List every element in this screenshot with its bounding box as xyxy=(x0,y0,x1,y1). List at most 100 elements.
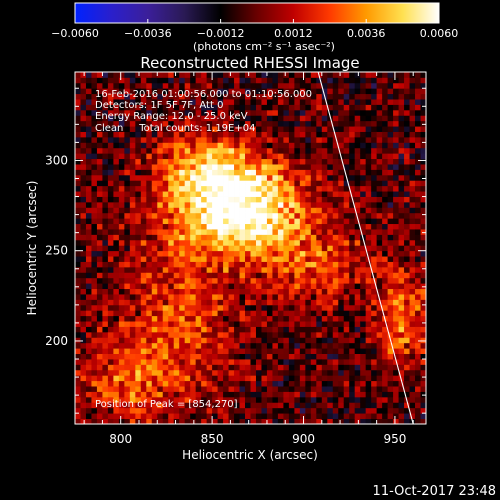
heatmap-cell xyxy=(338,99,345,105)
heatmap-cell xyxy=(415,256,421,262)
heatmap-cell xyxy=(201,120,208,127)
heatmap-cell xyxy=(261,418,268,424)
heatmap-cell xyxy=(124,131,131,138)
heatmap-cell xyxy=(272,174,279,181)
heatmap-cell xyxy=(228,326,235,333)
heatmap-cell xyxy=(338,413,345,419)
heatmap-cell xyxy=(234,288,240,295)
heatmap-cell xyxy=(157,164,164,170)
heatmap-cell xyxy=(277,391,284,398)
heatmap-cell xyxy=(310,245,317,252)
heatmap-cell xyxy=(140,174,147,181)
heatmap-cell xyxy=(382,288,389,295)
heatmap-cell xyxy=(294,326,301,333)
heatmap-cell xyxy=(266,82,273,89)
heatmap-cell xyxy=(360,245,367,252)
heatmap-cell xyxy=(75,375,81,382)
heatmap-cell xyxy=(398,294,405,300)
heatmap-cell xyxy=(316,245,323,252)
heatmap-cell xyxy=(80,299,87,306)
heatmap-cell xyxy=(255,164,262,170)
heatmap-cell xyxy=(365,391,372,398)
heatmap-cell xyxy=(393,207,399,214)
heatmap-cell xyxy=(162,153,169,160)
heatmap-cell xyxy=(96,207,103,214)
heatmap-cell xyxy=(102,396,109,403)
heatmap-cell xyxy=(371,294,378,300)
heatmap-cell xyxy=(365,82,372,89)
heatmap-cell xyxy=(184,391,191,398)
heatmap-cell xyxy=(85,407,92,414)
heatmap-cell xyxy=(195,104,202,111)
heatmap-cell xyxy=(294,104,301,111)
heatmap-cell xyxy=(135,369,142,376)
heatmap-cell xyxy=(261,82,268,89)
heatmap-cell xyxy=(332,174,339,181)
heatmap-cell xyxy=(299,223,306,230)
heatmap-cell xyxy=(404,250,410,257)
heatmap-cell xyxy=(245,201,251,208)
heatmap-cell xyxy=(321,99,328,105)
heatmap-cell xyxy=(409,288,416,295)
heatmap-cell xyxy=(85,315,92,322)
heatmap-cell xyxy=(102,331,109,338)
heatmap-cell xyxy=(113,391,120,398)
heatmap-cell xyxy=(382,196,389,203)
heatmap-cell xyxy=(179,272,186,279)
heatmap-cell xyxy=(179,256,186,262)
heatmap-cell xyxy=(409,386,416,392)
heatmap-cell xyxy=(283,321,290,327)
heatmap-cell xyxy=(113,380,120,387)
heatmap-cell xyxy=(124,174,131,181)
heatmap-cell xyxy=(129,331,136,338)
heatmap-cell xyxy=(85,158,92,165)
heatmap-cell xyxy=(223,212,229,219)
heatmap-cell xyxy=(239,142,246,149)
heatmap-cell xyxy=(151,180,158,187)
heatmap-cell xyxy=(294,294,301,300)
heatmap-cell xyxy=(201,261,208,268)
heatmap-cell xyxy=(255,104,262,111)
heatmap-cell xyxy=(288,272,295,279)
heatmap-cell xyxy=(294,321,301,327)
heatmap-cell xyxy=(151,131,158,138)
heatmap-cell xyxy=(190,245,197,252)
heatmap-cell xyxy=(118,212,125,219)
heatmap-cell xyxy=(146,359,153,365)
heatmap-cell xyxy=(206,207,213,214)
heatmap-cell xyxy=(277,109,284,116)
heatmap-cell xyxy=(151,223,158,230)
heatmap-cell xyxy=(272,82,279,89)
heatmap-cell xyxy=(398,375,405,382)
heatmap-cell xyxy=(371,310,378,317)
heatmap-cell xyxy=(102,250,109,257)
heatmap-cell xyxy=(338,158,345,165)
heatmap-cell xyxy=(146,234,153,241)
heatmap-cell xyxy=(365,245,372,252)
heatmap-cell xyxy=(261,342,268,349)
heatmap-cell xyxy=(173,359,180,365)
heatmap-cell xyxy=(349,239,356,246)
heatmap-cell xyxy=(151,304,158,311)
heatmap-cell xyxy=(415,348,421,354)
heatmap-cell xyxy=(107,266,114,273)
heatmap-cell xyxy=(299,413,306,419)
heatmap-cell xyxy=(255,218,262,225)
heatmap-cell xyxy=(85,207,92,214)
heatmap-cell xyxy=(338,407,345,414)
heatmap-cell xyxy=(338,326,345,333)
heatmap-cell xyxy=(91,158,98,165)
heatmap-cell xyxy=(415,72,421,78)
heatmap-cell xyxy=(409,310,416,317)
heatmap-cell xyxy=(245,418,251,424)
heatmap-cell xyxy=(316,93,323,100)
heatmap-cell xyxy=(393,72,399,78)
heatmap-cell xyxy=(234,364,240,371)
heatmap-cell xyxy=(365,180,372,187)
heatmap-cell xyxy=(107,93,114,100)
heatmap-cell xyxy=(261,277,268,284)
heatmap-cell xyxy=(409,375,416,382)
heatmap-cell xyxy=(80,229,87,235)
heatmap-cell xyxy=(118,120,125,127)
heatmap-cell xyxy=(343,386,350,392)
